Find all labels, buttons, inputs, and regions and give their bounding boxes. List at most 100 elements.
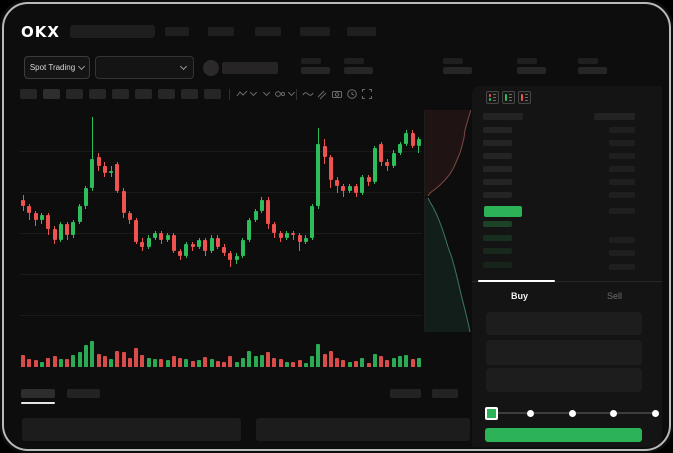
volume-bar [228, 355, 233, 367]
volume-bar [247, 350, 252, 367]
volume-bar [391, 357, 396, 367]
slider-handle[interactable] [484, 407, 498, 420]
ask-price-placeholder[interactable] [483, 192, 512, 198]
line-tool-icon[interactable] [302, 88, 314, 100]
bottom-tab[interactable] [67, 389, 100, 398]
volume-bar [404, 354, 409, 367]
orderbook-bids-icon[interactable] [502, 91, 515, 104]
toggle-line [493, 94, 496, 95]
buy-submit-button[interactable] [485, 428, 642, 442]
candle-body [341, 186, 346, 191]
slider-stop-dot[interactable] [651, 410, 659, 417]
volume-bar [310, 356, 315, 367]
bid-price-placeholder[interactable] [483, 221, 512, 227]
volume-bar [222, 361, 227, 367]
ask-amount-placeholder [609, 153, 635, 159]
nav-item-1[interactable] [165, 27, 189, 36]
stat-label-placeholder [344, 58, 364, 64]
depth-area [425, 110, 471, 196]
tab-buy[interactable]: Buy [472, 280, 567, 310]
orders-table-placeholder [22, 418, 241, 441]
candle-body [228, 253, 233, 260]
fullscreen-icon[interactable] [361, 88, 373, 100]
camera-icon[interactable] [331, 88, 343, 100]
candle-body [372, 148, 377, 182]
orderbook-last-price[interactable] [484, 206, 522, 217]
bid-price-placeholder[interactable] [483, 248, 512, 254]
volume-bar [347, 361, 352, 367]
chart-style-icon[interactable] [236, 88, 248, 100]
volume-bar [83, 345, 88, 367]
candle-wick [91, 116, 93, 191]
orderbook-asks-icon[interactable] [518, 91, 531, 104]
amount-input[interactable] [486, 340, 642, 365]
timeframe-button[interactable] [158, 89, 175, 99]
slider-stop-dot[interactable] [610, 410, 617, 417]
stat-label-placeholder [517, 58, 537, 64]
bid-price-placeholder[interactable] [483, 234, 512, 241]
gridline [20, 192, 422, 194]
volume-bar [322, 353, 327, 367]
chevron-down-icon[interactable] [287, 88, 296, 97]
market-type-dropdown[interactable]: Spot Trading [24, 56, 90, 79]
bid-amount-placeholder [609, 250, 635, 256]
candle-body [366, 177, 371, 182]
toggle-color-bar [489, 94, 491, 97]
chevron-down-icon[interactable] [262, 88, 271, 97]
candle-body [278, 233, 283, 238]
bottom-tab-active[interactable] [21, 389, 55, 398]
total-input[interactable] [486, 368, 642, 392]
candle-body [102, 166, 107, 173]
volume-bar [328, 350, 333, 367]
bottom-panel-action-2[interactable] [432, 389, 458, 398]
timeframe-button[interactable] [204, 89, 221, 99]
bid-amount-placeholder [609, 236, 635, 243]
candle-body [347, 186, 352, 191]
ask-price-placeholder[interactable] [483, 166, 512, 172]
stat-label-placeholder [443, 58, 463, 64]
clock-icon[interactable] [346, 88, 358, 100]
volume-bar [316, 344, 321, 367]
price-input[interactable] [486, 312, 642, 335]
slider-stop-dot[interactable] [568, 410, 576, 417]
orderbook-price-row-amount [609, 208, 635, 214]
candle-body [190, 244, 195, 247]
nav-item-3[interactable] [255, 27, 281, 36]
timeframe-button[interactable] [181, 89, 198, 99]
slider-stop-dot[interactable] [527, 410, 534, 417]
timeframe-button[interactable] [20, 89, 37, 99]
timeframe-button[interactable] [135, 89, 152, 99]
timeframe-button[interactable] [66, 89, 83, 99]
ask-price-placeholder[interactable] [483, 179, 512, 185]
nav-item-2[interactable] [208, 27, 234, 36]
gridline [20, 233, 422, 235]
nav-item-5[interactable] [347, 27, 376, 36]
volume-bar [278, 358, 283, 367]
ask-price-placeholder[interactable] [483, 153, 512, 159]
stat-value-placeholder [443, 67, 472, 74]
pair-selector-dropdown[interactable] [95, 56, 194, 79]
volume-bar [297, 360, 302, 367]
toggle-line [493, 100, 496, 101]
timeframe-button[interactable] [112, 89, 129, 99]
bottom-panel-action-1[interactable] [390, 389, 421, 398]
candlestick-chart[interactable] [20, 108, 422, 336]
candle-body [21, 199, 26, 207]
okx-logo[interactable]: OKX [21, 23, 60, 41]
tab-sell[interactable]: Sell [567, 282, 662, 310]
ask-price-placeholder[interactable] [483, 127, 512, 133]
bid-price-placeholder[interactable] [483, 261, 512, 268]
search-input[interactable] [70, 25, 155, 38]
timeframe-button[interactable] [89, 89, 106, 99]
orderbook-both-icon[interactable] [486, 91, 499, 104]
chevron-down-icon[interactable] [249, 88, 258, 97]
volume-bar [240, 357, 245, 367]
indicators-icon[interactable] [274, 88, 286, 100]
drawing-tools-icon[interactable] [316, 88, 328, 100]
nav-item-4[interactable] [300, 27, 330, 36]
coin-logo-avatar [203, 60, 219, 76]
chevron-down-icon [78, 62, 86, 71]
candle-body [385, 161, 390, 167]
ask-price-placeholder[interactable] [483, 140, 512, 146]
timeframe-button[interactable] [43, 89, 60, 99]
